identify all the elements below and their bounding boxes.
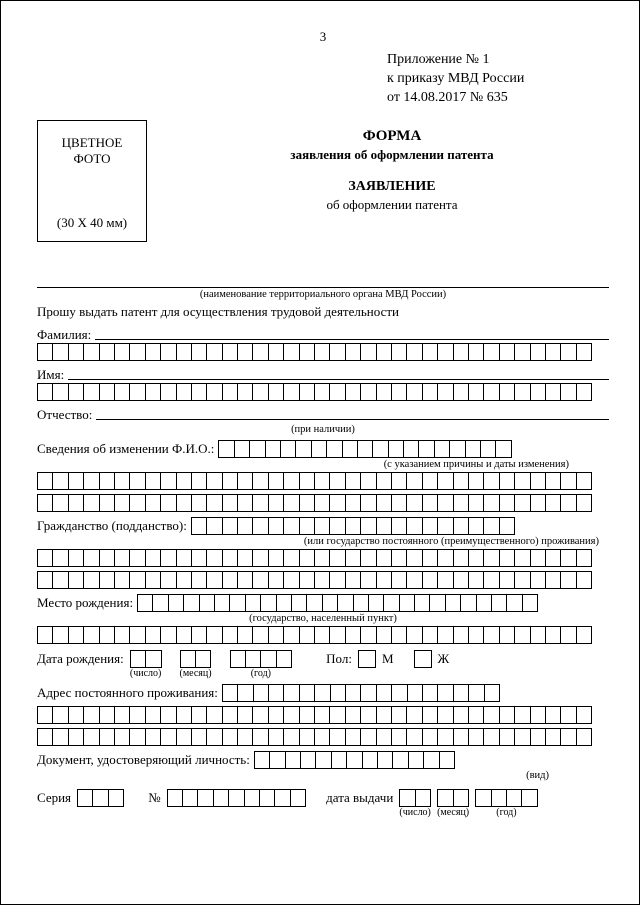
sex-f-label: Ж [438,650,450,667]
citizenship-cells-1[interactable] [191,517,515,535]
photo-size: (30 X 40 мм) [57,215,127,231]
appendix-block: Приложение № 1 к приказу МВД России от 1… [387,51,609,108]
sex-m-checkbox[interactable] [358,650,376,668]
fio-change-cap: (с указанием причины и даты изменения) [37,459,609,470]
dob-day[interactable] [130,650,162,668]
appendix-l1: Приложение № 1 [387,51,609,70]
patronymic-line[interactable] [96,406,609,420]
sex-m-label: М [382,650,394,667]
patronymic-cap: (при наличии) [37,424,609,435]
request-text: Прошу выдать патент для осуществления тр… [37,304,609,320]
authority-caption: (наименование территориального органа МВ… [37,289,609,300]
surname-line[interactable] [95,326,609,340]
number-label: № [148,789,160,806]
title-form: ФОРМА [175,128,609,145]
dob-month-cap: (месяц) [180,668,212,679]
issue-day[interactable] [399,789,431,807]
address-cells-2[interactable] [37,706,609,724]
birthplace-cap: (государство, населенный пункт) [37,613,609,624]
appendix-l2: к приказу МВД России [387,70,609,89]
dob-year[interactable] [230,650,293,668]
issue-label: дата выдачи [326,789,393,806]
doc-cap: (вид) [37,770,609,781]
citizenship-cap: (или государство постоянного (преимущест… [37,536,609,547]
photo-l1: ЦВЕТНОЕ [62,135,123,151]
dob-row: Дата рождения: (число) (месяц) (год) Пол… [37,650,609,679]
issue-day-cap: (число) [399,807,430,818]
header-row: ЦВЕТНОЕ ФОТО (30 X 40 мм) ФОРМА заявлени… [37,120,609,242]
name-label: Имя: [37,366,64,383]
dob-month[interactable] [180,650,212,668]
titles: ФОРМА заявления об оформлении патента ЗА… [175,120,609,215]
surname-label: Фамилия: [37,326,91,343]
title-app-sub: об оформлении патента [175,197,609,213]
issue-year-cap: (год) [496,807,516,818]
doc-label: Документ, удостоверяющий личность: [37,751,250,768]
dob-day-cap: (число) [130,668,161,679]
authority-line[interactable] [37,270,609,288]
patronymic-label: Отчество: [37,406,92,423]
surname-cells[interactable] [37,343,609,361]
citizenship-cells-2[interactable] [37,549,609,567]
citizenship-label: Гражданство (подданство): [37,517,187,534]
sex-label: Пол: [326,650,352,667]
fio-change-cells-2[interactable] [37,472,609,490]
fio-change-cells-1[interactable] [218,440,511,458]
photo-placeholder: ЦВЕТНОЕ ФОТО (30 X 40 мм) [37,120,147,242]
number-cells[interactable] [167,789,307,807]
citizenship-cells-3[interactable] [37,571,609,589]
fio-change-label: Сведения об изменении Ф.И.О.: [37,440,214,457]
page-number: 3 [37,29,609,45]
birthplace-cells-2[interactable] [37,626,609,644]
series-cells[interactable] [77,789,124,807]
authority-line-wrap: (наименование территориального органа МВ… [37,270,609,300]
address-cells-1[interactable] [222,684,500,702]
series-label: Серия [37,789,71,806]
photo-l2: ФОТО [62,151,123,167]
issue-year[interactable] [475,789,538,807]
sex-f-checkbox[interactable] [414,650,432,668]
serial-row: Серия № дата выдачи (число) (месяц) (год… [37,789,609,818]
title-form-sub: заявления об оформлении патента [175,147,609,163]
address-label: Адрес постоянного проживания: [37,684,218,701]
doc-cells[interactable] [254,751,455,769]
birthplace-label: Место рождения: [37,594,133,611]
issue-month[interactable] [437,789,469,807]
birthplace-cells-1[interactable] [137,594,538,612]
address-cells-3[interactable] [37,728,609,746]
name-line[interactable] [68,366,609,380]
appendix-l3: от 14.08.2017 № 635 [387,89,609,108]
dob-label: Дата рождения: [37,650,124,667]
issue-month-cap: (месяц) [437,807,469,818]
dob-year-cap: (год) [251,668,271,679]
name-cells[interactable] [37,383,609,401]
title-app: ЗАЯВЛЕНИЕ [175,179,609,195]
fio-change-cells-3[interactable] [37,494,609,512]
